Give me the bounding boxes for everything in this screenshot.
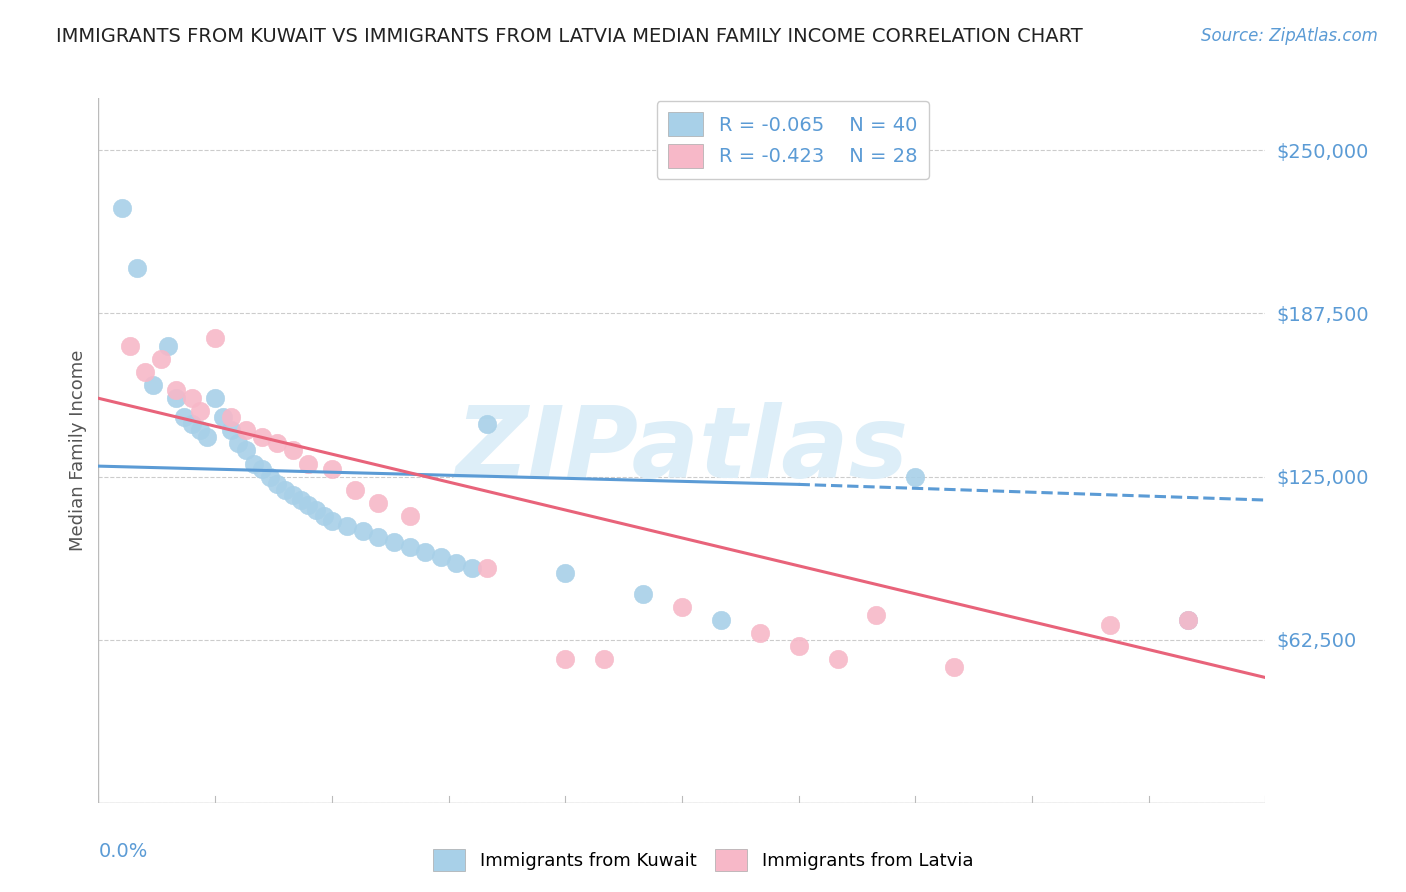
- Point: [134, 365, 156, 379]
- Point: [274, 483, 297, 497]
- Point: [943, 660, 966, 674]
- Point: [188, 404, 211, 418]
- Point: [1177, 613, 1199, 627]
- Point: [593, 652, 616, 666]
- Point: [671, 600, 693, 615]
- Point: [446, 556, 468, 570]
- Point: [228, 435, 250, 450]
- Point: [631, 587, 654, 601]
- Point: [142, 378, 165, 392]
- Point: [344, 483, 367, 497]
- Point: [461, 561, 484, 575]
- Point: [398, 540, 420, 554]
- Point: [195, 430, 218, 444]
- Point: [266, 477, 288, 491]
- Point: [477, 561, 499, 575]
- Point: [305, 503, 328, 517]
- Y-axis label: Median Family Income: Median Family Income: [69, 350, 87, 551]
- Point: [312, 508, 335, 523]
- Text: Source: ZipAtlas.com: Source: ZipAtlas.com: [1201, 27, 1378, 45]
- Point: [204, 331, 226, 345]
- Point: [367, 496, 389, 510]
- Point: [1177, 613, 1199, 627]
- Point: [554, 566, 576, 581]
- Point: [865, 607, 887, 622]
- Point: [477, 417, 499, 432]
- Point: [321, 514, 343, 528]
- Point: [904, 469, 927, 483]
- Point: [111, 201, 134, 215]
- Point: [127, 260, 149, 275]
- Point: [336, 519, 359, 533]
- Point: [281, 488, 304, 502]
- Point: [281, 443, 304, 458]
- Point: [290, 493, 312, 508]
- Point: [219, 409, 242, 424]
- Point: [235, 423, 257, 437]
- Point: [173, 409, 195, 424]
- Point: [827, 652, 849, 666]
- Point: [367, 530, 389, 544]
- Legend: R = -0.065    N = 40, R = -0.423    N = 28: R = -0.065 N = 40, R = -0.423 N = 28: [657, 101, 929, 179]
- Point: [382, 534, 405, 549]
- Point: [118, 339, 141, 353]
- Point: [429, 550, 451, 565]
- Point: [710, 613, 733, 627]
- Legend: Immigrants from Kuwait, Immigrants from Latvia: Immigrants from Kuwait, Immigrants from …: [426, 842, 980, 879]
- Point: [398, 508, 420, 523]
- Point: [413, 545, 436, 559]
- Point: [165, 391, 187, 405]
- Point: [188, 423, 211, 437]
- Point: [297, 457, 319, 471]
- Point: [180, 417, 202, 432]
- Point: [321, 461, 343, 475]
- Point: [149, 352, 172, 367]
- Point: [250, 430, 273, 444]
- Point: [297, 498, 319, 512]
- Text: 0.0%: 0.0%: [98, 841, 148, 861]
- Point: [554, 652, 576, 666]
- Point: [219, 423, 242, 437]
- Point: [157, 339, 180, 353]
- Point: [180, 391, 202, 405]
- Point: [165, 384, 187, 398]
- Text: IMMIGRANTS FROM KUWAIT VS IMMIGRANTS FROM LATVIA MEDIAN FAMILY INCOME CORRELATIO: IMMIGRANTS FROM KUWAIT VS IMMIGRANTS FRO…: [56, 27, 1083, 45]
- Text: ZIPatlas: ZIPatlas: [456, 402, 908, 499]
- Point: [250, 461, 273, 475]
- Point: [235, 443, 257, 458]
- Point: [1098, 618, 1121, 632]
- Point: [352, 524, 374, 539]
- Point: [204, 391, 226, 405]
- Point: [212, 409, 235, 424]
- Point: [243, 457, 266, 471]
- Point: [266, 435, 288, 450]
- Point: [748, 626, 770, 640]
- Point: [259, 469, 281, 483]
- Point: [787, 639, 810, 653]
